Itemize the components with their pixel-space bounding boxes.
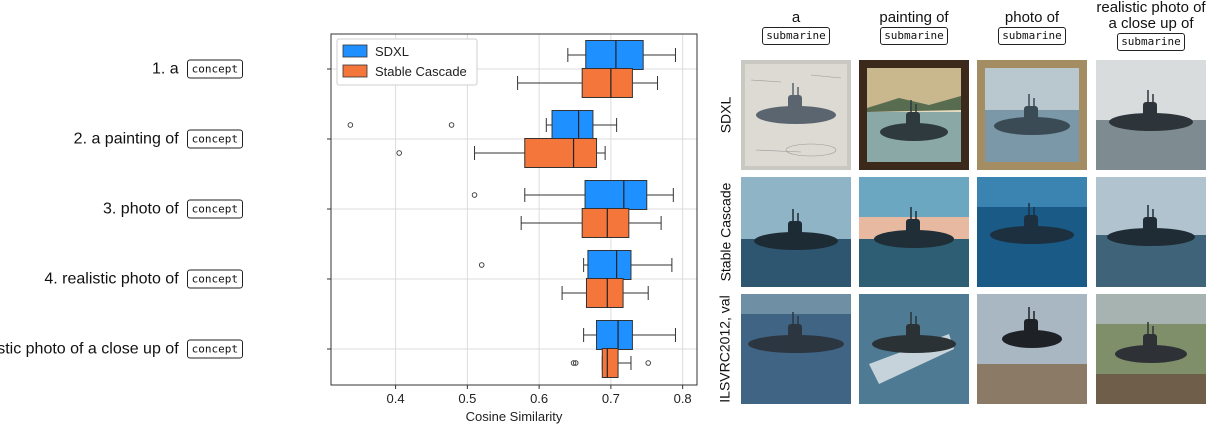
x-tick-label: 0.5 (458, 391, 476, 406)
column-header-token: submarine (1117, 33, 1185, 51)
concept-token: concept (186, 199, 243, 219)
x-tick-label: 0.7 (602, 391, 620, 406)
column-header: painting of submarine (854, 2, 974, 45)
submarine-image-tile (977, 60, 1087, 170)
box-stable-cascade (601, 348, 619, 378)
box-stable-cascade (524, 138, 598, 168)
column-header: a submarine (736, 2, 856, 45)
prompt-text: 2. a painting of (73, 130, 179, 147)
row-label-text: SDXL (716, 96, 733, 134)
column-header-token: submarine (880, 27, 948, 45)
concept-token: concept (186, 269, 243, 289)
flier-point (448, 122, 455, 128)
submarine-image-tile (741, 177, 851, 287)
submarine-image-tile (741, 294, 851, 404)
prompt-label: 1. a concept (151, 59, 243, 79)
legend-swatch (342, 44, 368, 58)
column-header-text: painting of (879, 9, 949, 26)
submarine-image-tile (859, 294, 969, 404)
box-stable-cascade (581, 208, 630, 238)
row-label-text: ILSVRC2012, val (717, 295, 733, 403)
legend-label: SDXL (375, 44, 409, 59)
box-sdxl (596, 320, 633, 350)
flier-point (572, 360, 579, 366)
prompt-label: 5. realistic photo of a close up of conce… (0, 339, 243, 359)
concept-token: concept (186, 129, 243, 149)
prompt-text: 3. photo of (103, 200, 179, 217)
column-header-text: realistic photo of a close up of (1096, 0, 1206, 32)
column-header: photo of submarine (972, 2, 1092, 45)
legend-label: Stable Cascade (375, 64, 467, 79)
prompt-text: 4. realistic photo of (44, 270, 179, 287)
column-header-text: a (791, 9, 801, 26)
flier-point (471, 192, 478, 198)
column-header: realistic photo of a close up of submarin… (1091, 0, 1211, 51)
x-axis-label: Cosine Similarity (466, 409, 563, 424)
flier-point (570, 360, 577, 366)
prompt-label: 3. photo of concept (103, 199, 243, 219)
submarine-image-tile (859, 177, 969, 287)
legend-box (336, 38, 478, 86)
flier-point (645, 360, 651, 366)
prompt-label: 4. realistic photo of concept (44, 269, 243, 289)
submarine-image-tile (977, 177, 1087, 287)
box-sdxl (585, 40, 644, 70)
box-stable-cascade (581, 68, 633, 98)
box-stable-cascade (585, 278, 624, 308)
flier-point (347, 122, 354, 128)
submarine-image-tile (1096, 294, 1206, 404)
box-sdxl (587, 250, 632, 280)
prompt-text: 1. a (151, 60, 179, 77)
column-header-token: submarine (762, 27, 830, 45)
submarine-image-tile (741, 60, 851, 170)
box-sdxl (584, 180, 648, 210)
x-tick-label: 0.6 (530, 391, 548, 406)
concept-token: concept (186, 339, 243, 359)
box-sdxl (551, 110, 594, 140)
submarine-image-tile (977, 294, 1087, 404)
flier-point (396, 150, 402, 156)
concept-token: concept (186, 59, 243, 79)
column-header-token: submarine (998, 27, 1066, 45)
x-tick-label: 0.8 (674, 391, 692, 406)
submarine-image-tile (1096, 177, 1206, 287)
submarine-image-tile (859, 60, 969, 170)
row-label-text: Stable Cascade (717, 182, 733, 282)
legend-swatch (342, 64, 368, 78)
boxplot-chart: 0.4 0.5 0.6 0.7 0.8 Cosine Similarity SDXL Stab… (327, 33, 698, 424)
prompt-text: 5. realistic photo of a close up of (0, 340, 179, 357)
prompt-label: 2. a painting of concept (73, 129, 243, 149)
flier-point (478, 262, 485, 268)
column-header-text: photo of (1004, 9, 1060, 26)
x-tick-label: 0.4 (387, 391, 405, 406)
plot-frame (330, 33, 698, 386)
submarine-image-tile (1096, 60, 1206, 170)
